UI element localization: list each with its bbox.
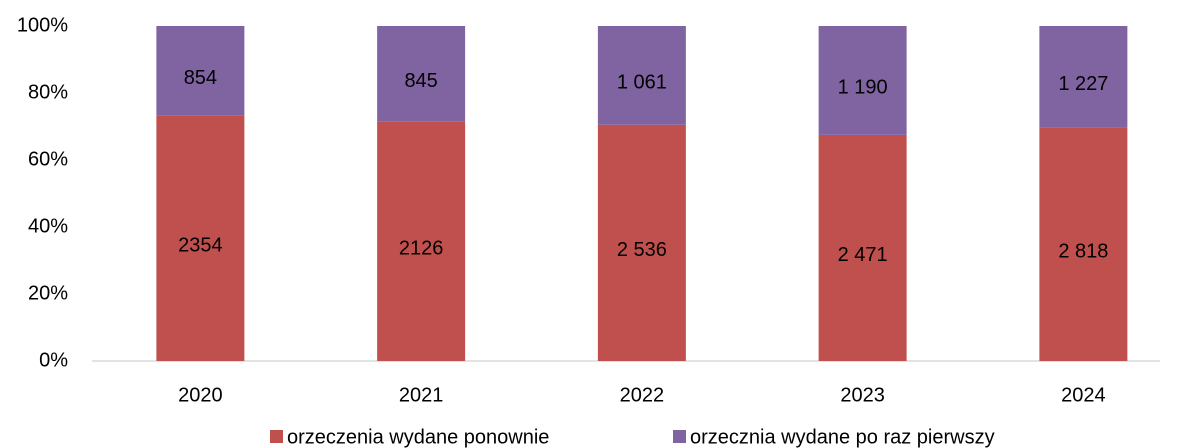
y-tick-label: 0% bbox=[39, 349, 68, 371]
x-tick-label: 2020 bbox=[178, 384, 223, 406]
bar-segment bbox=[597, 26, 686, 125]
bar-segment bbox=[377, 121, 466, 362]
bar-segment bbox=[377, 26, 466, 122]
bar-segment bbox=[597, 124, 686, 361]
bar-segment bbox=[1039, 26, 1128, 128]
bar-segment bbox=[156, 26, 245, 116]
bar-segment bbox=[1039, 127, 1128, 362]
data-label: 1 190 bbox=[838, 77, 888, 99]
y-tick-label: 40% bbox=[28, 215, 68, 237]
data-label: 1 227 bbox=[1058, 73, 1108, 95]
x-tick-label: 2021 bbox=[399, 384, 444, 406]
y-tick-label: 100% bbox=[17, 14, 68, 36]
bar-segment bbox=[156, 115, 245, 361]
x-tick-label: 2023 bbox=[840, 384, 885, 406]
data-label: 845 bbox=[404, 70, 437, 92]
y-tick-label: 20% bbox=[28, 282, 68, 304]
y-tick-label: 80% bbox=[28, 81, 68, 103]
data-label: 2126 bbox=[399, 237, 444, 259]
legend-swatch bbox=[270, 430, 283, 443]
data-label: 1 061 bbox=[617, 72, 667, 94]
bar-segment bbox=[818, 26, 907, 135]
data-label: 2354 bbox=[178, 234, 223, 256]
legend-swatch bbox=[673, 430, 686, 443]
x-tick-label: 2024 bbox=[1061, 384, 1106, 406]
legend-label: orzecznia wydane po raz pierwszy bbox=[690, 426, 995, 448]
data-label: 2 471 bbox=[838, 244, 888, 266]
bar-segment bbox=[818, 134, 907, 361]
x-tick-label: 2022 bbox=[620, 384, 665, 406]
data-label: 854 bbox=[184, 67, 217, 89]
data-label: 2 818 bbox=[1058, 241, 1108, 263]
data-label: 2 536 bbox=[617, 239, 667, 261]
y-tick-label: 60% bbox=[28, 148, 68, 170]
legend-label: orzeczenia wydane ponownie bbox=[287, 426, 549, 448]
